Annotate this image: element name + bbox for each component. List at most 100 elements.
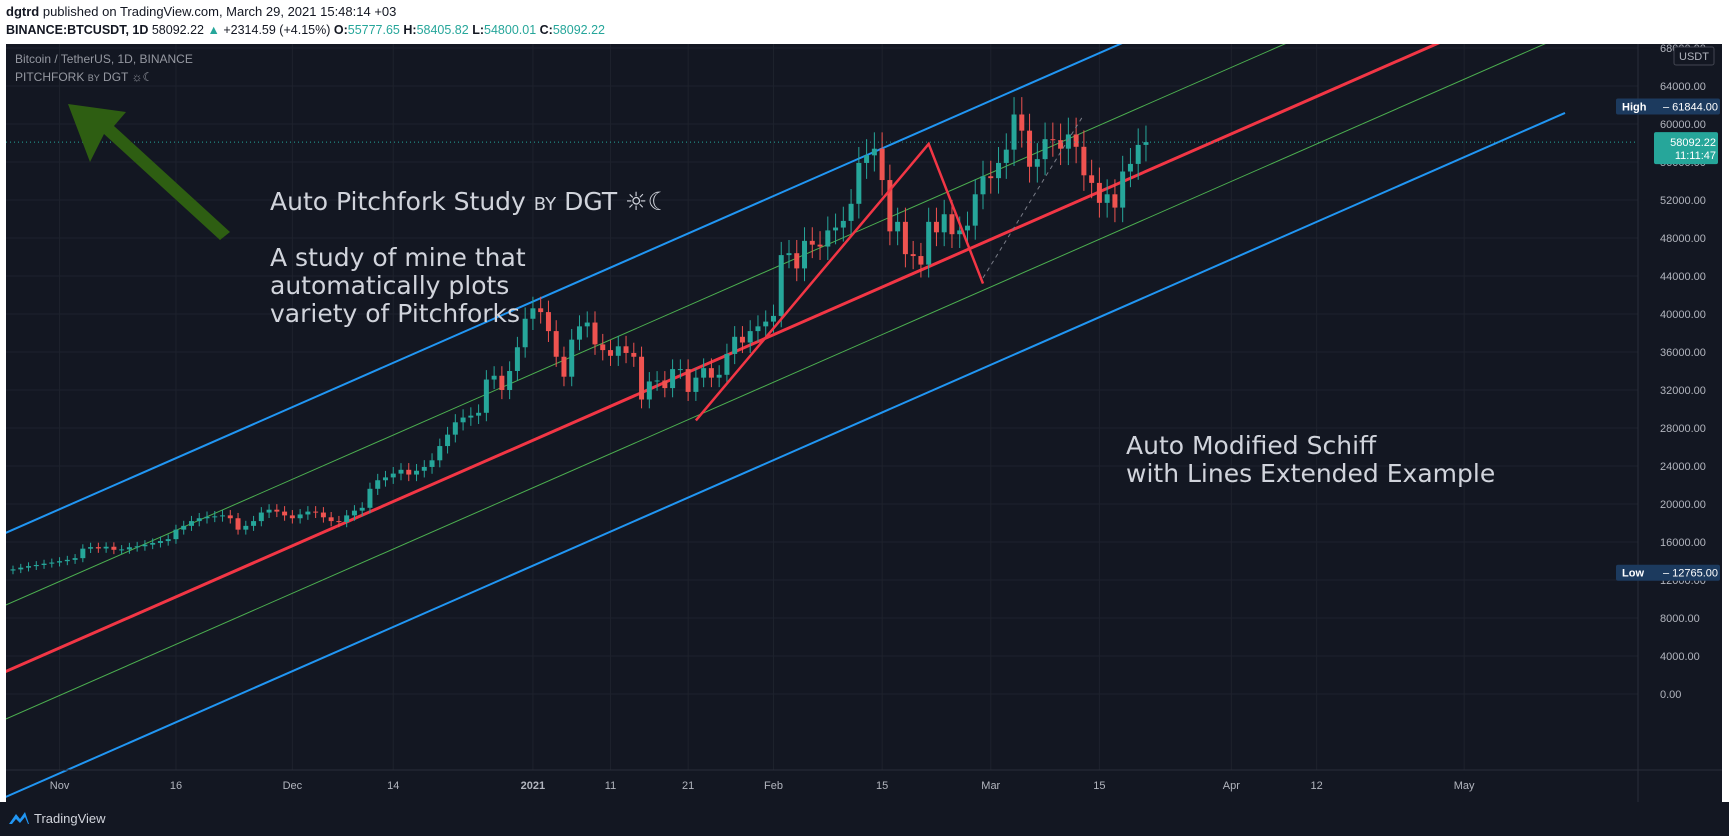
candle-body bbox=[755, 326, 761, 332]
open-label: O: bbox=[333, 23, 348, 37]
pitchfork-median-line bbox=[6, 44, 1440, 674]
pitchfork-upper-line bbox=[6, 44, 1123, 534]
y-tick-label: 44000.00 bbox=[1660, 271, 1706, 283]
candle-body bbox=[150, 542, 156, 545]
low-tag-value: – 12765.00 bbox=[1663, 568, 1718, 580]
chart-area[interactable]: 0.00 4000.00 8000.00 12000.00 16000.00 20000.… bbox=[6, 44, 1722, 802]
candle-body bbox=[103, 546, 109, 549]
footer-brand[interactable]: TradingView bbox=[34, 811, 106, 826]
candle-body bbox=[1027, 130, 1033, 167]
low-value: 54800.01 bbox=[484, 23, 537, 37]
candle-body bbox=[786, 253, 792, 256]
candle-body bbox=[126, 547, 132, 550]
published-info: dgtrd published on TradingView.com, Marc… bbox=[6, 4, 396, 19]
candle-body bbox=[1042, 139, 1048, 160]
candle-body bbox=[685, 369, 691, 392]
chart-legend-title[interactable]: Bitcoin / TetherUS, 1D, BINANCE bbox=[15, 52, 193, 66]
candle-body bbox=[1003, 149, 1009, 163]
candle-body bbox=[57, 561, 63, 563]
high-tag-box bbox=[1616, 98, 1720, 115]
candle-body bbox=[1120, 171, 1126, 208]
candle-body bbox=[631, 352, 637, 357]
y-tick-label: 64000.00 bbox=[1660, 81, 1706, 93]
candle-body bbox=[926, 221, 932, 265]
overlay bbox=[6, 104, 1638, 422]
y-tick-label: 52000.00 bbox=[1660, 195, 1706, 207]
publish-header: dgtrd published on TradingView.com, Marc… bbox=[0, 0, 1729, 44]
candle-body bbox=[134, 546, 140, 548]
y-tick-label: 36000.00 bbox=[1660, 347, 1706, 359]
price-change: +2314.59 (+4.15%) bbox=[223, 23, 331, 37]
candle-body bbox=[592, 322, 598, 345]
candle-body bbox=[1104, 194, 1110, 203]
candle-body bbox=[344, 515, 350, 523]
candle-body bbox=[297, 514, 303, 519]
indicator-legend[interactable]: PITCHFORK BY DGT ☼☾ bbox=[15, 70, 153, 84]
last-price: 58092.22 bbox=[151, 23, 204, 37]
price-chart[interactable]: 0.004000.008000.0012000.0016000.0020000.… bbox=[6, 44, 1722, 802]
candle-body bbox=[716, 374, 722, 378]
candle-body bbox=[227, 515, 233, 519]
candle-body bbox=[1096, 182, 1102, 203]
y-tick-label: 40000.00 bbox=[1660, 309, 1706, 321]
countdown-value: 11:11:47 bbox=[1675, 150, 1716, 162]
candle-body bbox=[476, 412, 482, 416]
candle-body bbox=[95, 547, 101, 549]
candle-body bbox=[468, 415, 474, 418]
candle-body bbox=[188, 521, 194, 526]
candle-body bbox=[1073, 134, 1079, 147]
candle-body bbox=[212, 516, 218, 518]
y-tick-label: 4000.00 bbox=[1660, 651, 1700, 663]
candle-body bbox=[996, 162, 1002, 179]
candle-body bbox=[887, 180, 893, 232]
candle-body bbox=[817, 244, 823, 247]
low-label: L: bbox=[472, 23, 485, 37]
candle-body bbox=[111, 546, 117, 550]
high-label: H: bbox=[403, 23, 417, 37]
tradingview-logo-icon[interactable] bbox=[8, 810, 30, 826]
candle-body bbox=[305, 511, 311, 515]
candle-body bbox=[398, 469, 404, 474]
candle-body bbox=[336, 521, 342, 523]
candle-body bbox=[1058, 140, 1064, 149]
candle-body bbox=[41, 563, 47, 565]
arrow-icon bbox=[68, 104, 230, 240]
x-tick-label: 2021 bbox=[521, 780, 545, 792]
footer: TradingView bbox=[0, 802, 1729, 836]
candle-body bbox=[243, 525, 249, 530]
candle-body bbox=[895, 221, 901, 232]
candle-body bbox=[18, 567, 24, 570]
candle-body bbox=[1065, 134, 1071, 149]
candle-body bbox=[328, 517, 334, 522]
symbol-label: BINANCE:BTCUSDT, 1D bbox=[6, 23, 149, 37]
candle-body bbox=[732, 336, 738, 354]
candle-body bbox=[879, 148, 885, 181]
candle-body bbox=[204, 516, 210, 519]
y-tick-label: 24000.00 bbox=[1660, 461, 1706, 473]
candle-body bbox=[452, 422, 458, 435]
candle-body bbox=[320, 512, 326, 518]
candle-body bbox=[165, 539, 171, 542]
annotation-line: with Lines Extended Example bbox=[1126, 459, 1496, 488]
candle-body bbox=[794, 253, 800, 269]
y-tick-label: 16000.00 bbox=[1660, 537, 1706, 549]
candle-body bbox=[670, 369, 676, 389]
y-tick-label: 28000.00 bbox=[1660, 423, 1706, 435]
y-tick-label: 32000.00 bbox=[1660, 385, 1706, 397]
candle-body bbox=[545, 312, 551, 332]
candle-body bbox=[235, 518, 241, 530]
annotation-line: A study of mine that bbox=[270, 243, 526, 272]
indicator-author: DGT ☼☾ bbox=[103, 70, 154, 84]
candle-body bbox=[1050, 139, 1056, 141]
candle-body bbox=[119, 549, 125, 551]
change-arrow-icon: ▲ bbox=[207, 23, 220, 37]
currency-button[interactable]: USDT bbox=[1673, 46, 1715, 66]
candle-body bbox=[561, 356, 567, 377]
candle-body bbox=[763, 321, 769, 327]
candle-body bbox=[980, 176, 986, 195]
candle-body bbox=[282, 511, 288, 516]
x-tick-label: Feb bbox=[764, 780, 783, 792]
author-name[interactable]: dgtrd bbox=[6, 4, 40, 19]
candle-body bbox=[375, 480, 381, 489]
candle-body bbox=[483, 379, 489, 413]
